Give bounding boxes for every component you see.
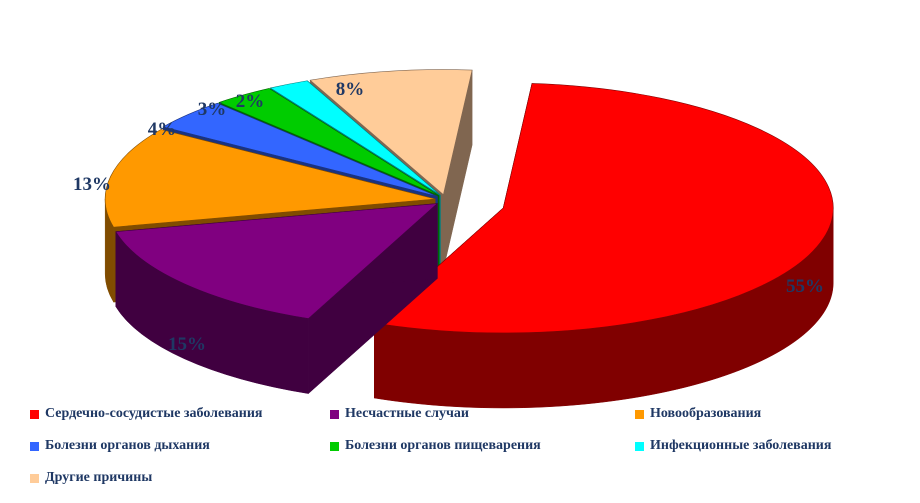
legend-label: Другие причины	[45, 470, 153, 485]
pie-slices	[104, 69, 834, 409]
legend-label: Инфекционные заболевания	[650, 438, 832, 453]
legend-swatch	[30, 441, 39, 451]
slice-top-face	[269, 80, 441, 196]
legend-label: Новообразования	[650, 406, 762, 421]
legend-swatch	[330, 409, 339, 419]
legend-label: Болезни органов дыхания	[45, 438, 210, 453]
slice-top-face	[218, 88, 440, 196]
slice-value-label: 8%	[336, 79, 365, 100]
legend-item: Болезни органов дыхания	[30, 438, 210, 454]
legend-swatch	[30, 473, 39, 483]
slice-value-label: 13%	[73, 174, 111, 195]
slice-value-label: 2%	[236, 91, 265, 112]
slice-value-label: 3%	[198, 99, 227, 120]
pie-slice	[115, 202, 439, 395]
slice-top-face	[309, 69, 473, 196]
legend-label: Несчастные случаи	[345, 406, 469, 421]
legend-label: Болезни органов пищеварения	[345, 438, 541, 453]
legend-item: Несчастные случаи	[330, 406, 469, 422]
slice-value-label: 4%	[148, 119, 177, 140]
slice-top-face	[373, 83, 834, 334]
legend-item: Другие причины	[30, 470, 152, 486]
legend-item: Болезни органов пищеварения	[330, 438, 541, 454]
legend-swatch	[635, 409, 644, 419]
slice-value-label: 15%	[168, 334, 206, 355]
legend-label: Сердечно-сосудистые заболевания	[45, 406, 263, 421]
legend-item: Новообразования	[635, 406, 761, 422]
slice-top-face	[115, 203, 439, 319]
legend-item: Сердечно-сосудистые заболевания	[30, 406, 263, 422]
legend-swatch	[330, 441, 339, 451]
pie-value-labels: 55% 15% 13% 4% 3% 2% 8%	[73, 79, 824, 355]
legend-swatch	[30, 409, 39, 419]
slice-top-face	[162, 102, 438, 197]
legend-swatch	[635, 441, 644, 451]
slice-top-face	[104, 129, 436, 228]
pie-slice	[373, 83, 834, 409]
legend-item: Инфекционные заболевания	[635, 438, 831, 454]
slice-value-label: 55%	[786, 276, 824, 297]
